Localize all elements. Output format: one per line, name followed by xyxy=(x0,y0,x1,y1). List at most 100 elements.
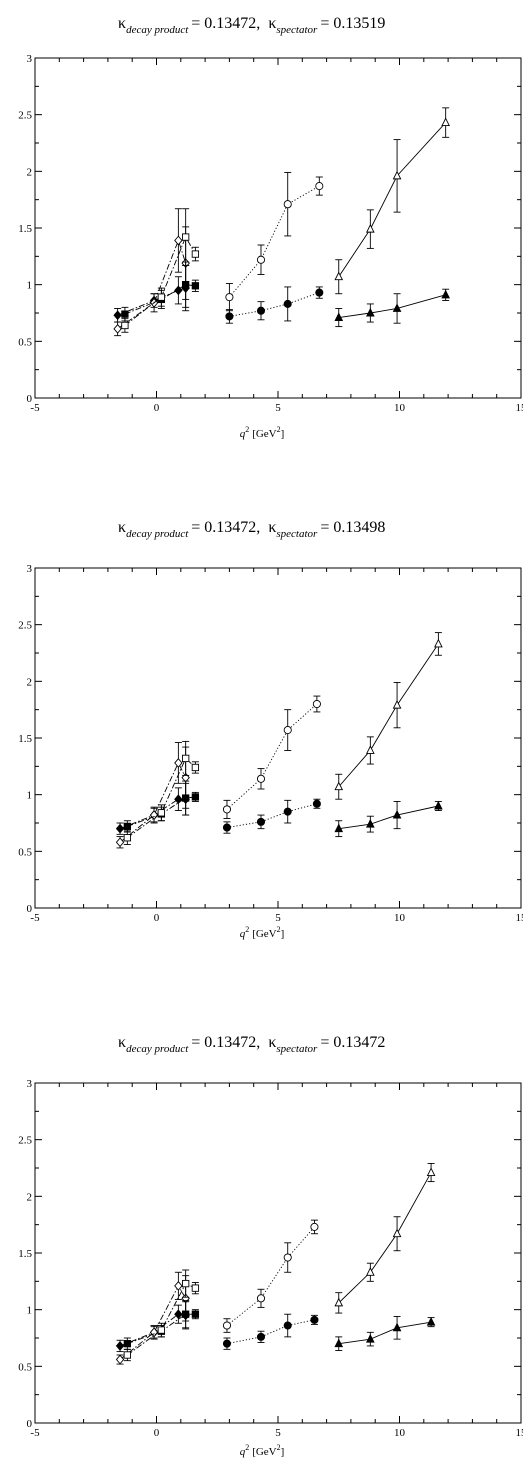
data-point xyxy=(157,293,166,301)
x-tick-label: 0 xyxy=(154,912,160,924)
title-decay-value: = 0.13472, xyxy=(191,15,260,32)
chart-3-plot: -505101500.511.522.53 xyxy=(18,1078,523,1439)
chart-panel-3: κdecay product = 0.13472, κspectator = 0.13… xyxy=(0,1015,523,1458)
chart-panel-2: κdecay product = 0.13472, κspectator = 0.13… xyxy=(0,500,523,940)
series-line xyxy=(338,1321,432,1345)
title-kappa-decay: κ xyxy=(118,1034,126,1051)
series-triangle-open xyxy=(334,107,450,295)
data-point xyxy=(182,1279,190,1288)
data-point xyxy=(157,809,166,817)
series-circle-open xyxy=(222,695,321,819)
data-point xyxy=(182,233,190,241)
x-tick-label: 10 xyxy=(394,402,406,414)
series-circle-filled xyxy=(222,798,321,834)
series-square-open xyxy=(121,208,200,333)
title-decay-subscript: decay product xyxy=(126,24,189,36)
series-triangle-filled xyxy=(334,1316,436,1351)
data-point xyxy=(123,1351,131,1359)
series-triangle-filled xyxy=(334,800,443,838)
series-line xyxy=(338,643,439,788)
series-line xyxy=(229,292,320,317)
data-point xyxy=(115,837,125,848)
x-tick-label: -5 xyxy=(30,912,40,924)
data-point xyxy=(191,1284,200,1292)
title-kappa-decay: κ xyxy=(118,519,126,536)
data-point xyxy=(174,758,183,768)
data-point xyxy=(310,1222,319,1231)
data-point xyxy=(283,1321,292,1330)
title-decay-subscript: decay product xyxy=(126,1043,189,1055)
x-tick-label: 15 xyxy=(516,912,523,924)
y-tick-label: 1.5 xyxy=(18,223,32,235)
y-tick-label: 1 xyxy=(27,280,33,292)
data-point xyxy=(392,809,402,819)
data-point xyxy=(222,823,232,832)
data-point xyxy=(334,1338,344,1348)
series-line xyxy=(226,703,318,810)
series-line xyxy=(338,805,439,830)
series-triangle-open xyxy=(334,1163,436,1314)
data-point xyxy=(441,289,450,299)
data-point xyxy=(334,781,344,791)
data-point xyxy=(191,282,200,290)
x-tick-label: 5 xyxy=(275,912,281,924)
data-point xyxy=(334,1297,344,1307)
y-tick-label: 2.5 xyxy=(18,1135,32,1147)
x-tick-label: -5 xyxy=(30,1427,40,1439)
data-point xyxy=(222,805,232,814)
series-line xyxy=(226,1319,315,1345)
data-point xyxy=(283,200,292,209)
y-tick-label: 0 xyxy=(27,393,33,405)
plot-frame xyxy=(34,1082,522,1424)
data-point xyxy=(115,1354,125,1365)
chart-2-title: κdecay product = 0.13472, κspectator = 0.13… xyxy=(118,519,385,540)
data-point xyxy=(182,281,190,289)
title-kappa-decay: κ xyxy=(118,15,126,32)
title-kappa-spectator: κ xyxy=(268,15,276,32)
y-tick-label: 1.5 xyxy=(18,1248,32,1260)
y-tick-label: 2 xyxy=(27,1191,33,1203)
title-decay-subscript: decay product xyxy=(126,528,189,540)
data-point xyxy=(283,807,292,816)
data-point xyxy=(366,1333,375,1343)
data-point xyxy=(182,1310,190,1318)
data-point xyxy=(366,818,375,828)
data-point xyxy=(174,235,183,246)
y-tick-label: 1 xyxy=(27,1305,33,1317)
chart-1-x-axis-label: q2 [GeV2] xyxy=(240,425,285,440)
series-circle-filled xyxy=(225,286,324,324)
data-point xyxy=(310,1315,319,1324)
x-tick-label: 0 xyxy=(154,402,160,414)
chart-3-x-axis-label: q2 [GeV2] xyxy=(240,1443,285,1458)
data-point xyxy=(315,182,324,191)
y-tick-label: 3 xyxy=(27,53,33,65)
series-line xyxy=(226,1226,315,1326)
data-point xyxy=(225,312,234,321)
series-line xyxy=(127,1313,196,1345)
data-point xyxy=(174,1309,183,1320)
y-tick-label: 1.5 xyxy=(18,733,32,745)
data-point xyxy=(315,288,324,297)
series-triangle-open xyxy=(334,632,443,800)
data-point xyxy=(191,250,200,258)
series-circle-filled xyxy=(222,1313,319,1350)
title-decay-value: = 0.13472, xyxy=(191,1034,260,1051)
series-line xyxy=(338,294,446,318)
data-point xyxy=(191,793,200,801)
data-point xyxy=(283,1253,292,1262)
data-point xyxy=(113,310,122,321)
chart-3: κdecay product = 0.13472, κspectator = 0.13… xyxy=(18,1034,523,1458)
data-point xyxy=(392,699,402,709)
x-tick-label: 15 xyxy=(516,402,523,414)
data-point xyxy=(225,293,234,302)
series-diamond-open xyxy=(115,742,190,849)
series-line xyxy=(119,1284,187,1360)
x-tick-label: 5 xyxy=(275,1427,281,1439)
y-tick-label: 2 xyxy=(27,166,33,178)
title-spectator-value: = 0.13472 xyxy=(320,1034,385,1051)
chart-2-plot: -505101500.511.522.53 xyxy=(18,563,523,924)
title-kappa-spectator: κ xyxy=(268,1034,276,1051)
data-point xyxy=(222,1339,232,1348)
data-point xyxy=(441,117,450,127)
data-point xyxy=(174,794,183,805)
